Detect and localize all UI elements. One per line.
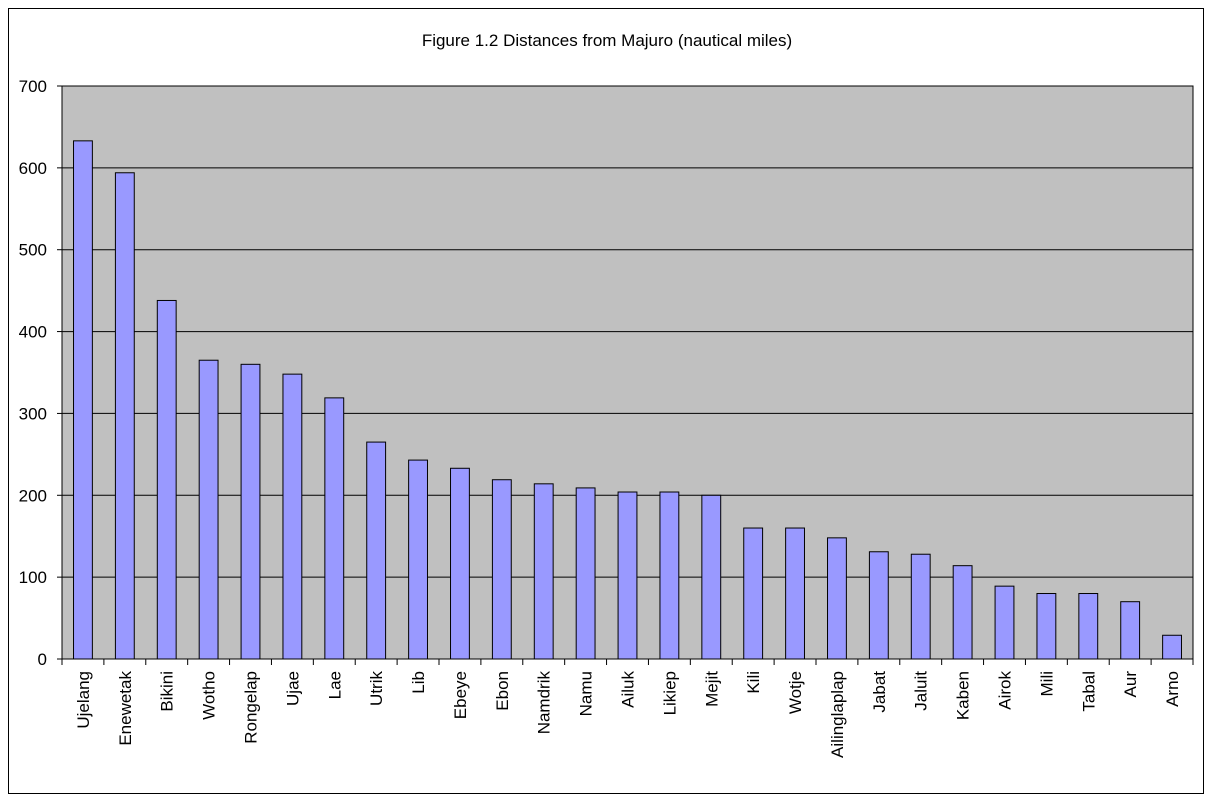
x-tick-label: Namdrik (535, 671, 554, 735)
bar-lib (408, 459, 428, 660)
x-tick-label: Wotje (786, 671, 805, 714)
x-tick-label: Ebon (493, 671, 512, 711)
axes (57, 85, 1194, 665)
x-tick-label: Jabat (870, 671, 889, 713)
x-tick-label: Aur (1121, 671, 1140, 698)
x-tick-label: Rongelap (242, 671, 261, 744)
x-tick-label: Mili (1037, 671, 1056, 697)
bar-tabal (1078, 593, 1099, 660)
x-tick-label: Airok (996, 671, 1015, 710)
bar-rongelap (240, 363, 261, 660)
bar-ujelang (73, 140, 93, 660)
bar-wotje (785, 527, 805, 660)
x-tick-label: Ujelang (74, 671, 93, 729)
bar-bikini (156, 299, 177, 660)
bar-ujae (282, 373, 303, 660)
bars (73, 140, 1182, 660)
bar-kaben (952, 565, 973, 660)
bar-arno (1162, 634, 1182, 660)
y-tick-label: 400 (19, 323, 47, 342)
x-tick-label: Tabal (1079, 671, 1098, 712)
bar-jaluit (910, 553, 931, 660)
bar-airok (994, 585, 1015, 660)
bar-namu (575, 487, 596, 660)
x-tick-label: Jaluit (912, 671, 931, 711)
x-tick-label: Enewetak (116, 671, 135, 746)
bar-utrik (366, 441, 387, 660)
bar-lae (324, 397, 345, 660)
x-tick-label: Ailinglaplap (828, 671, 847, 758)
x-tick-label: Mejit (702, 671, 721, 707)
chart-title: Figure 1.2 Distances from Majuro (nautic… (421, 31, 793, 50)
x-tick-label: Likiep (660, 671, 679, 715)
y-tick-label: 0 (38, 650, 47, 669)
x-tick-label: Arno (1163, 671, 1182, 707)
y-tick-label: 200 (19, 486, 47, 505)
bar-namdrik (533, 483, 554, 660)
x-tick-label: Lib (409, 671, 428, 694)
bar-jabat (868, 551, 889, 660)
bar-ailinglaplap (827, 537, 847, 660)
x-tick-label: Bikini (158, 671, 177, 712)
x-tick-label: Ailuk (619, 671, 638, 708)
bar-ebeye (450, 467, 470, 660)
y-tick-label: 500 (19, 241, 47, 260)
y-tick-label: 700 (19, 77, 47, 96)
x-tick-label: Lae (325, 671, 344, 699)
bar-mili (1036, 593, 1057, 660)
y-tick-label: 100 (19, 568, 47, 587)
x-tick-label: Namu (577, 671, 596, 716)
bar-likiep (659, 491, 680, 660)
x-tick-label: Wotho (200, 671, 219, 720)
x-tick-labels: Ujelang Enewetak Bikini Wotho Rongelap Ujae La… (74, 671, 1182, 758)
x-tick-label: Utrik (367, 671, 386, 706)
x-tick-label: Ebeye (451, 671, 470, 719)
bar-ebon (491, 479, 512, 660)
x-tick-label: Kaben (954, 671, 973, 720)
x-tick-label: Kili (744, 671, 763, 694)
bar-wotho (198, 359, 219, 660)
bar-mejit (701, 494, 722, 660)
bar-enewetak (114, 172, 135, 660)
x-tick-label: Ujae (283, 671, 302, 706)
y-tick-labels: 0 100 200 300 400 500 600 700 (19, 77, 47, 669)
bar-kili (743, 527, 764, 660)
bar-aur (1120, 601, 1141, 660)
y-tick-label: 300 (19, 404, 47, 423)
y-tick-label: 600 (19, 159, 47, 178)
bar-ailuk (617, 491, 638, 660)
